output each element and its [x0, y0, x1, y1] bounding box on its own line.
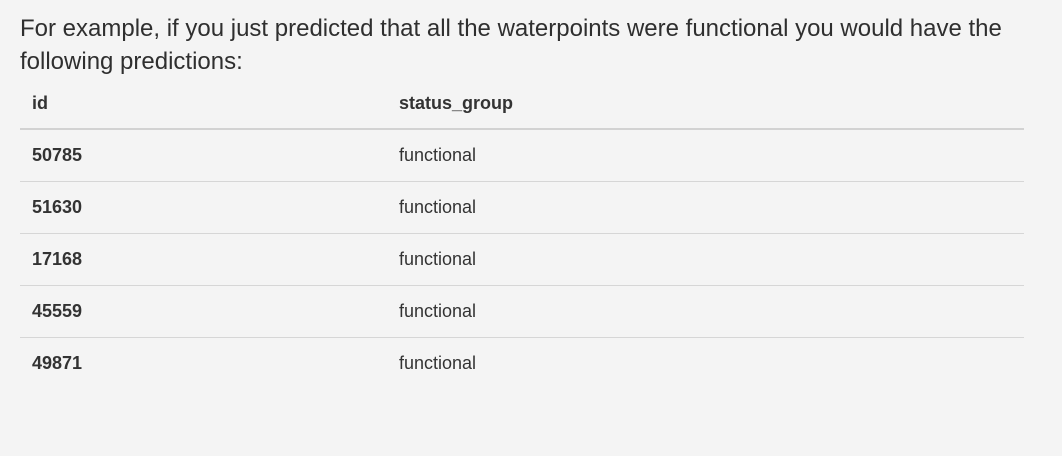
- table-row: 17168 functional: [20, 233, 1024, 286]
- table-row: 50785 functional: [20, 129, 1024, 182]
- column-header-status-group: status_group: [387, 78, 1024, 130]
- id-cell: 17168: [20, 233, 387, 286]
- status-group-cell: functional: [387, 285, 1024, 338]
- table-row: 51630 functional: [20, 181, 1024, 234]
- predictions-table: id status_group 50785 functional 51630 f…: [20, 78, 1024, 389]
- intro-paragraph: For example, if you just predicted that …: [20, 15, 1002, 75]
- id-cell: 49871: [32, 353, 83, 373]
- status-group-cell: functional: [387, 233, 1024, 286]
- column-header-id: id: [20, 78, 387, 130]
- status-group-cell: functional: [399, 353, 477, 373]
- id-cell: 50785: [20, 129, 387, 182]
- table-header-row: id status_group: [20, 78, 1024, 130]
- table-row: 45559 functional: [20, 285, 1024, 338]
- table-row: 49871 functional: [20, 338, 1024, 390]
- id-cell: 51630: [20, 181, 387, 234]
- id-cell: 45559: [20, 285, 387, 338]
- status-group-cell: functional: [387, 181, 1024, 234]
- status-group-cell: functional: [387, 129, 1024, 182]
